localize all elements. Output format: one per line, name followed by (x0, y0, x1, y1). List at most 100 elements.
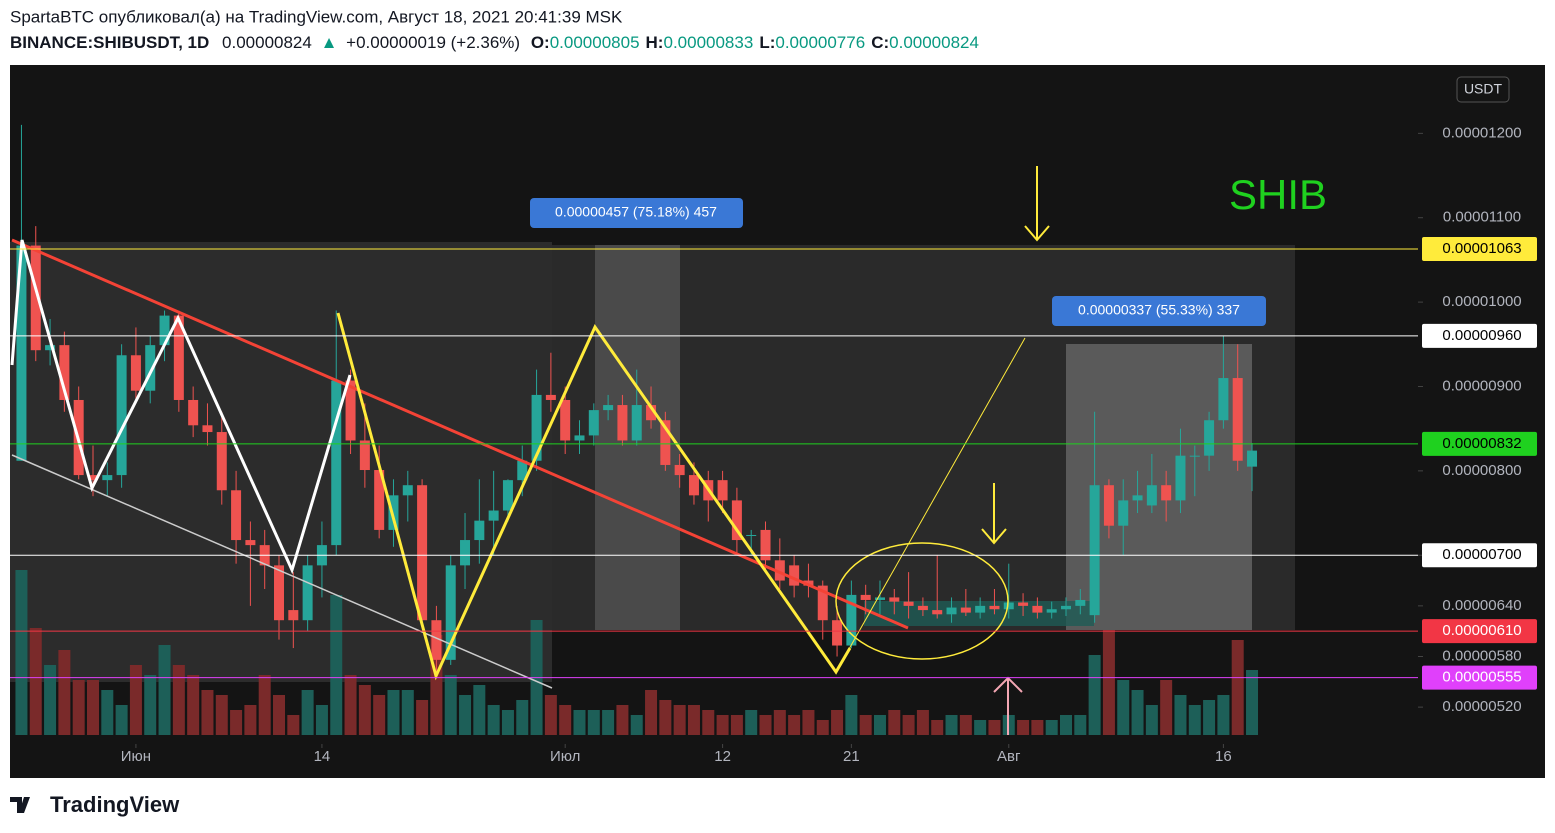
currency: USDT (1464, 81, 1503, 97)
candle-body (760, 529, 771, 561)
candle-body (660, 420, 671, 465)
range-box (864, 601, 1094, 626)
volume-bar (115, 705, 128, 735)
volume-bar (58, 650, 71, 735)
candle-body (16, 245, 27, 461)
volume-bar (559, 705, 572, 735)
candle-body (946, 607, 957, 615)
volume-bar (931, 720, 944, 735)
level-label: 0.00000832 (1442, 435, 1521, 452)
volume-bar (702, 710, 715, 735)
volume-bar (86, 680, 99, 735)
volume-bar (988, 720, 1001, 735)
candle-body (202, 425, 213, 433)
symbol: BINANCE:SHIBUSDT, 1D (10, 33, 209, 52)
candle-body (1075, 599, 1086, 606)
candle-body (588, 410, 599, 436)
y-tick-label: 0.00000800 (1442, 462, 1521, 479)
volume-bar (587, 710, 600, 735)
candle-body (417, 485, 428, 621)
volume-bar (1117, 680, 1130, 735)
measure-label-box (530, 198, 743, 228)
volume-bar (358, 685, 371, 735)
candle-body (889, 597, 900, 602)
candle-body (331, 380, 342, 546)
volume-bar (430, 635, 443, 735)
volume-bar (716, 715, 729, 735)
candle-body (560, 399, 571, 441)
candle-body (231, 490, 242, 541)
level-badge (1422, 323, 1537, 348)
candle-body (45, 345, 56, 351)
candle-body (216, 432, 227, 491)
candle-body (474, 520, 485, 541)
volume-bar (487, 705, 500, 735)
candle-body (116, 355, 127, 476)
level-badge (1422, 543, 1537, 568)
volume-bar (616, 705, 629, 735)
arrow-down (1024, 166, 1050, 242)
candle-body (932, 610, 943, 615)
volume-bar (373, 695, 386, 735)
candle-body (1218, 378, 1229, 421)
candle-body (574, 435, 585, 441)
volume-bar (630, 715, 643, 735)
candle-body (1132, 495, 1143, 501)
volume-bar (144, 675, 157, 735)
volume-bar (544, 695, 557, 735)
volume-bar (916, 710, 929, 735)
arrow-down (981, 483, 1007, 545)
volume-bar (401, 690, 414, 735)
candle-body (917, 605, 928, 611)
candle-body (960, 607, 971, 613)
volume-bar (730, 715, 743, 735)
volume-bar (29, 628, 42, 735)
volume-bar (344, 675, 357, 735)
volume-bar (974, 720, 987, 735)
candle-body (1046, 609, 1057, 613)
plot (15, 124, 1259, 735)
volume-bar (859, 715, 872, 735)
candle-body (517, 460, 528, 481)
candle-body (173, 315, 184, 400)
volume-bar (1088, 655, 1101, 735)
level-label: 0.00000555 (1442, 669, 1521, 686)
y-tick-label: 0.00000580 (1442, 647, 1521, 664)
y-tick-label: 0.00000520 (1442, 698, 1521, 715)
volume-bar (1174, 695, 1187, 735)
volume-bar (1060, 715, 1072, 735)
volume-bar (802, 710, 815, 735)
volume-bar (516, 700, 529, 735)
symbol-line: BINANCE:SHIBUSDT, 1D 0.00000824 ▲ +0.000… (10, 33, 979, 52)
x-tick-label: Авг (997, 748, 1021, 765)
volume-bar (1145, 705, 1158, 735)
candle-body (975, 605, 986, 613)
measure-label: 0.00000337 (55.33%) 337 (1078, 302, 1240, 318)
candle-body (159, 315, 170, 346)
candle-body (1118, 500, 1129, 526)
candle-body (1175, 455, 1186, 501)
candle-body (646, 405, 657, 421)
candle-body (1018, 602, 1029, 606)
ohlc-value: 0.00000824 (889, 33, 979, 52)
change: +0.00000019 (+2.36%) (346, 33, 520, 52)
candle-body (1103, 485, 1114, 526)
candle-body (1146, 485, 1157, 506)
candle-body (1232, 378, 1243, 461)
volume-bar (959, 715, 972, 735)
logo-icon (10, 797, 30, 813)
logo: TradingView (10, 792, 180, 817)
volume-bar (416, 700, 429, 735)
candle-body (531, 394, 542, 461)
volume-bar (788, 715, 801, 735)
candle-body (1189, 455, 1200, 457)
ohlc-value: 0.00000833 (663, 33, 753, 52)
volume-bar (330, 595, 343, 735)
volume-bar (602, 710, 615, 735)
volume-bar (1231, 640, 1244, 735)
candle-body (445, 565, 456, 660)
volume-bar (745, 710, 758, 735)
candle-body (989, 605, 1000, 610)
volume-bar (873, 715, 886, 735)
